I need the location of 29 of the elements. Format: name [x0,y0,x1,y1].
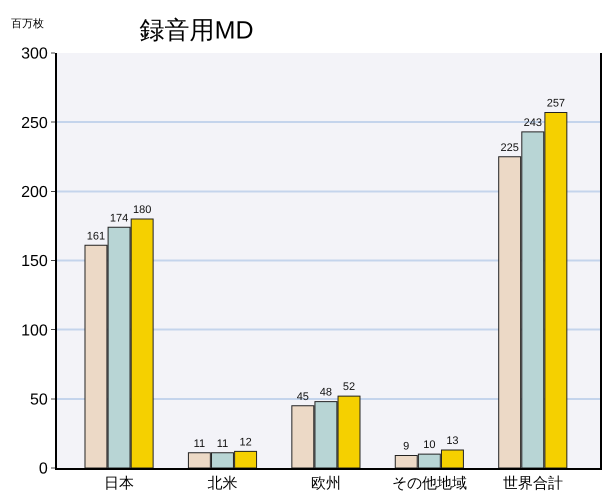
data-label: 45 [296,390,309,403]
data-label: 225 [500,142,519,154]
data-label: 52 [342,381,356,394]
chart-title: 録音用MD [140,16,254,45]
x-tick-label: 世界合計 [502,475,563,492]
data-label: 48 [320,386,332,399]
data-label: 243 [524,116,542,129]
y-tick-label: 0 [38,460,48,478]
data-label: 161 [86,230,106,242]
y-tick-label: 50 [30,391,48,408]
x-tick-label: 北米 [207,475,238,492]
y-tick-label: 200 [21,184,48,201]
data-label: 13 [446,435,459,448]
y-tick-label: 100 [21,322,48,340]
data-label: 12 [239,436,252,448]
data-label: 10 [423,439,436,452]
x-tick-label: 日本 [104,475,134,492]
data-label: 11 [194,438,206,450]
y-axis-title: 百万枚 [11,18,44,30]
x-tick-label: その他地域 [392,475,467,492]
y-tick-label: 250 [21,114,48,132]
data-label: 11 [216,438,228,450]
data-label: 9 [403,440,410,453]
x-tick-label: 欧州 [310,475,341,492]
data-label: 180 [132,204,152,216]
data-label: 174 [110,212,128,224]
data-label: 257 [546,97,566,110]
y-tick-label: 150 [21,253,48,270]
y-tick-label: 300 [21,46,48,63]
